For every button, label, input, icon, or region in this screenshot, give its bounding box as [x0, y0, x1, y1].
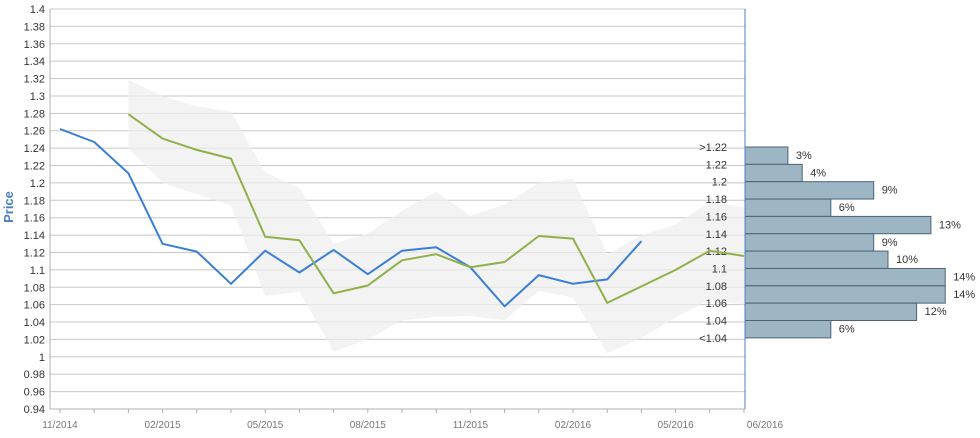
confidence-band — [128, 80, 744, 354]
histogram-percent-label: 6% — [839, 324, 855, 336]
y-tick-label: 1.12 — [24, 247, 45, 259]
histogram-bar — [744, 320, 832, 339]
x-tick-label: 05/2015 — [247, 420, 284, 431]
y-tick-label: 1.24 — [24, 143, 45, 155]
histogram-bin-label: >1.22 — [699, 142, 727, 154]
y-tick-label: 1.4 — [30, 4, 45, 16]
histogram-percent-label: 9% — [882, 185, 898, 197]
histogram-percent-label: 14% — [953, 271, 975, 283]
histogram-bar — [744, 181, 875, 200]
histogram-percent-label: 12% — [925, 306, 947, 318]
histogram-percent-label: 3% — [796, 150, 812, 162]
histogram-bin-label: 1.16 — [706, 211, 727, 223]
y-tick-label: 1.04 — [24, 317, 45, 329]
histogram-bar — [744, 163, 803, 183]
histogram-layer: >1.22 3% 1.22 4% 1.2 9% 1.18 6% 1.16 13% 1.14 9% 1.1… — [699, 142, 975, 345]
y-tick-label: 1 — [39, 352, 45, 364]
confidence-band-layer — [128, 80, 744, 354]
y-tick-label: 1.3 — [30, 91, 45, 103]
histogram-bar — [744, 198, 832, 217]
histogram-percent-label: 9% — [882, 237, 898, 249]
histogram-percent-label: 14% — [953, 289, 975, 301]
histogram-bar — [744, 285, 946, 304]
x-tick-label: 05/2016 — [658, 420, 695, 431]
y-tick-label: 1.34 — [24, 56, 45, 68]
x-tick-label: 06/2016 — [747, 420, 784, 431]
x-tick-label: 11/2015 — [453, 420, 489, 431]
histogram-bar — [744, 302, 918, 321]
histogram-bin-label: 1.04 — [706, 316, 727, 328]
x-tick-label: 02/2015 — [145, 420, 182, 431]
y-tick-label: 1.1 — [30, 265, 45, 277]
y-tick-label: 1.14 — [24, 230, 45, 242]
y-tick-label: 1.36 — [24, 39, 45, 51]
histogram-bin-label: 1.06 — [706, 298, 727, 310]
y-tick-label: 1.2 — [30, 178, 45, 190]
y-tick-label: 1.32 — [24, 74, 45, 86]
series-layer — [59, 113, 745, 308]
y-tick-label: 1.38 — [24, 21, 45, 33]
histogram-bin-label: 1.14 — [706, 229, 727, 241]
y-tick-label: 0.98 — [24, 369, 45, 381]
x-tick-label: 11/2014 — [42, 420, 78, 431]
histogram-bin-label: 1.1 — [712, 263, 727, 275]
y-tick-label: 1.06 — [24, 300, 45, 312]
histogram-percent-label: 4% — [810, 167, 826, 179]
histogram-percent-label: 10% — [896, 254, 918, 266]
x-tick-label: 08/2015 — [350, 420, 387, 431]
y-tick-label: 1.02 — [24, 334, 45, 346]
histogram-bin-label: <1.04 — [699, 333, 727, 345]
histogram-percent-label: 6% — [839, 202, 855, 214]
histogram-bar — [744, 215, 932, 235]
histogram-bin-label: 1.2 — [712, 177, 727, 189]
histogram-bin-label: 1.18 — [706, 194, 727, 206]
x-tick-label: 02/2016 — [555, 420, 592, 431]
grid-layer — [50, 8, 745, 410]
y-tick-label: 1.18 — [24, 195, 45, 207]
histogram-bin-label: 1.22 — [706, 159, 727, 171]
y-tick-label: 0.96 — [24, 387, 45, 399]
y-tick-label: 1.28 — [24, 108, 45, 120]
y-tick-label: 1.26 — [24, 126, 45, 138]
histogram-bin-label: 1.08 — [706, 281, 727, 293]
series-line-2 — [127, 113, 745, 304]
histogram-bar — [744, 267, 946, 287]
axis-layer: 1.4 1.38 1.36 1.34 1.32 1.3 1.28 1.26 1.24 1.22 1.… — [24, 4, 784, 431]
histogram-bar — [744, 146, 789, 165]
histogram-percent-label: 13% — [939, 219, 961, 231]
series-line-1 — [59, 128, 643, 308]
histogram-bar — [744, 250, 889, 269]
y-tick-label: 1.16 — [24, 213, 45, 225]
y-tick-label: 1.08 — [24, 282, 45, 294]
y-tick-label: 0.94 — [24, 404, 45, 416]
y-tick-label: 1.22 — [24, 161, 45, 173]
histogram-bar — [744, 233, 875, 252]
y-axis-label: Price — [1, 191, 16, 223]
